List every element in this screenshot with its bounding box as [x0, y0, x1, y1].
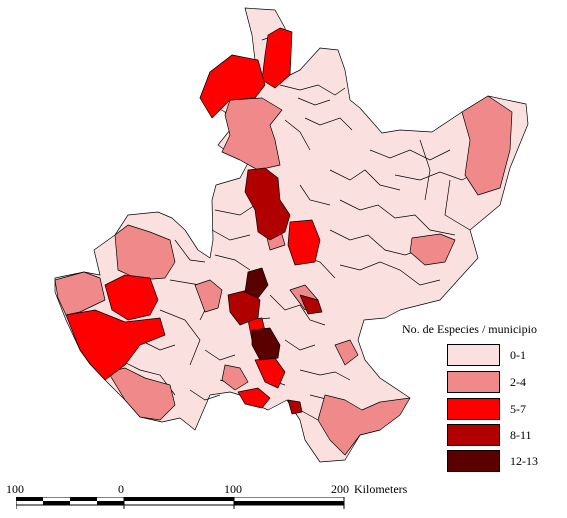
scale-tick-label: 100: [224, 482, 242, 496]
class-8-11-municipalities: [227, 167, 323, 415]
legend-item: 0-1: [447, 344, 562, 368]
municipality-2-4: [107, 367, 176, 421]
municipality-5-7: [199, 54, 266, 119]
municipality-2-4: [221, 364, 249, 391]
legend-label: 2-4: [510, 375, 526, 389]
scale-unit-label: Kilometers: [354, 482, 408, 496]
map-legend: No. de Especies / municipio 0-1 2-4 5-7 …: [402, 318, 567, 478]
class-12-13-municipalities: [244, 267, 281, 361]
scale-tick-label: 100: [6, 482, 24, 496]
municipality-2-4: [54, 271, 106, 316]
legend-swatch: [447, 371, 500, 393]
scale-tick-label: 0: [118, 482, 124, 496]
municipality-12-13: [244, 267, 269, 299]
municipality-5-7: [261, 27, 293, 89]
legend-swatch: [447, 398, 500, 420]
municipality-12-13: [251, 327, 281, 361]
municipality-2-4: [194, 279, 223, 313]
legend-label: 5-7: [510, 402, 526, 416]
municipality-8-11: [299, 294, 323, 315]
municipality-2-4: [317, 394, 411, 456]
scale-bar-graphic: [16, 497, 345, 509]
legend-item: 5-7: [447, 398, 562, 422]
municipality-2-4: [221, 97, 283, 171]
municipality-2-4: [114, 224, 176, 281]
legend-label: 12-13: [510, 454, 538, 468]
legend-label: 8-11: [510, 428, 532, 442]
legend-item: 12-13: [447, 450, 562, 474]
municipality-8-11: [244, 167, 291, 241]
municipality-5-7: [237, 387, 271, 409]
scale-bar: 100 0 100 200 Kilometers: [0, 480, 567, 518]
scale-tick-label: 200: [331, 482, 349, 496]
legend-label: 0-1: [510, 348, 526, 362]
municipality-2-4: [334, 339, 359, 366]
legend-swatch: [447, 344, 500, 366]
municipality-5-7: [287, 219, 321, 266]
municipality-2-4: [461, 95, 513, 196]
municipality-5-7: [65, 309, 166, 381]
municipality-2-4: [409, 233, 456, 266]
class-2-4-municipalities: [54, 95, 513, 456]
legend-swatch: [447, 450, 500, 472]
municipality-5-7: [104, 274, 159, 321]
class-5-7-municipalities: [65, 27, 321, 409]
legend-swatch: [447, 424, 500, 446]
legend-title: No. de Especies / municipio: [402, 322, 537, 336]
legend-item: 2-4: [447, 371, 562, 395]
legend-item: 8-11: [447, 424, 562, 448]
municipality-8-11: [287, 399, 303, 415]
